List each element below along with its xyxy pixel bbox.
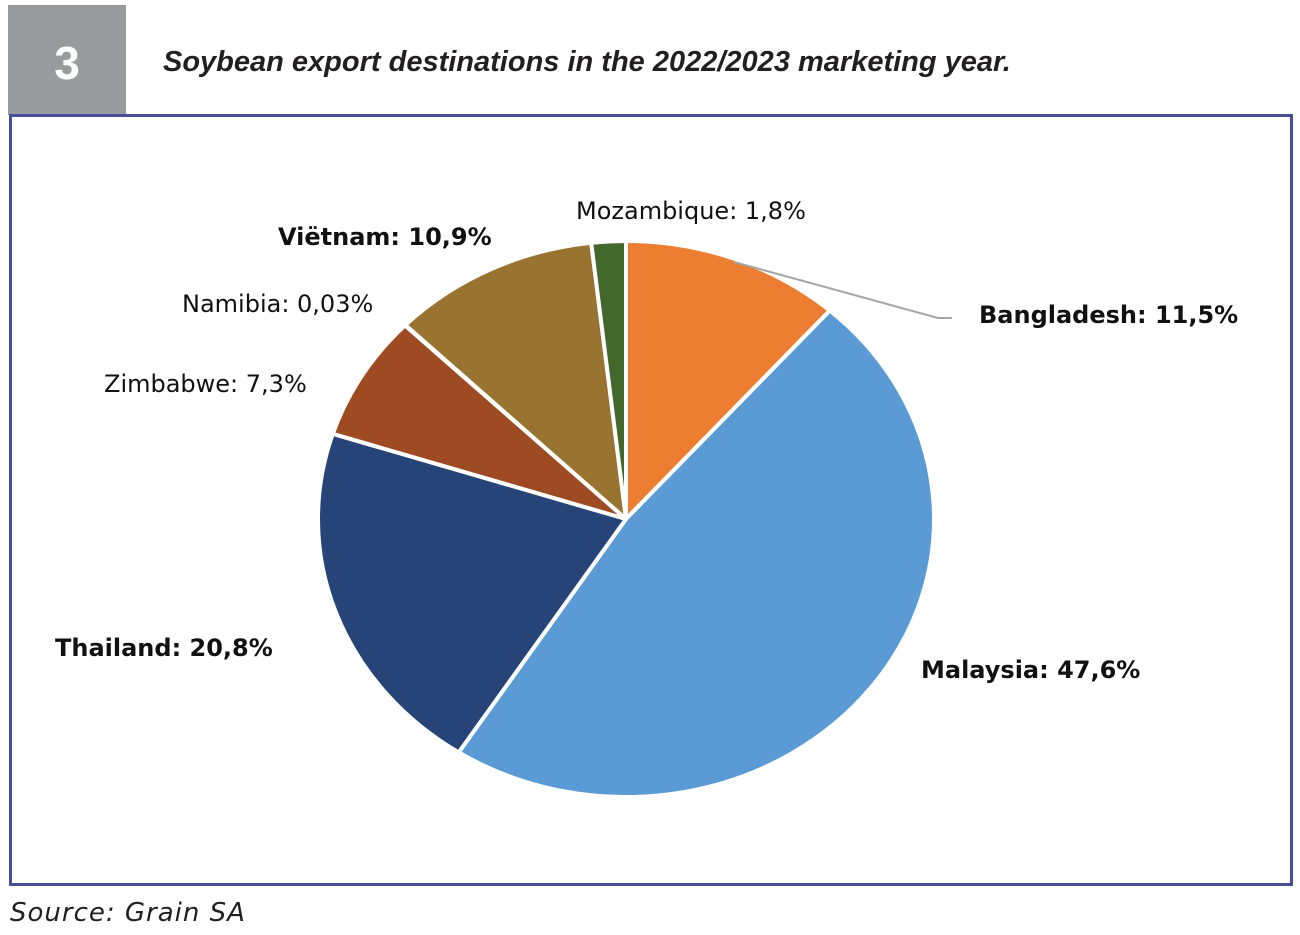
pie-slice-malaysia — [456, 308, 937, 799]
pie-slices — [316, 239, 937, 799]
bangladesh-leader-line — [733, 261, 939, 319]
figure-source: Source: Grain SA — [10, 898, 246, 928]
pie-slice-thailand — [316, 431, 628, 755]
slice-labels: Bangladesh: 11,5% Malaysia: 47,6% Thailand… — [55, 197, 1238, 684]
slice-label-malaysia: Malaysia: 47,6% — [921, 656, 1140, 684]
slice-label-thailand: Thailand: 20,8% — [55, 634, 273, 662]
pie-slice-vitnam — [403, 240, 628, 521]
slice-label-bangladesh: Bangladesh: 11,5% — [979, 301, 1238, 329]
chart-frame: Bangladesh: 11,5% Malaysia: 47,6% Thailand… — [9, 114, 1293, 886]
slice-label-mozambique: Mozambique: 1,8% — [576, 197, 806, 225]
pie-slice-mozambique — [589, 239, 628, 521]
figure-number: 3 — [8, 5, 126, 115]
slice-label-namibia: Namibia: 0,03% — [182, 290, 373, 318]
pie-slice-bangladesh — [624, 239, 832, 521]
slice-label-vitnam: Viëtnam: 10,9% — [278, 223, 492, 251]
pie-chart: Bangladesh: 11,5% Malaysia: 47,6% Thailand… — [55, 197, 1238, 799]
figure-title: Soybean export destinations in the 2022/… — [163, 46, 1011, 78]
slice-label-zimbabwe: Zimbabwe: 7,3% — [104, 370, 307, 398]
pie-slice-zimbabwe — [330, 323, 628, 521]
